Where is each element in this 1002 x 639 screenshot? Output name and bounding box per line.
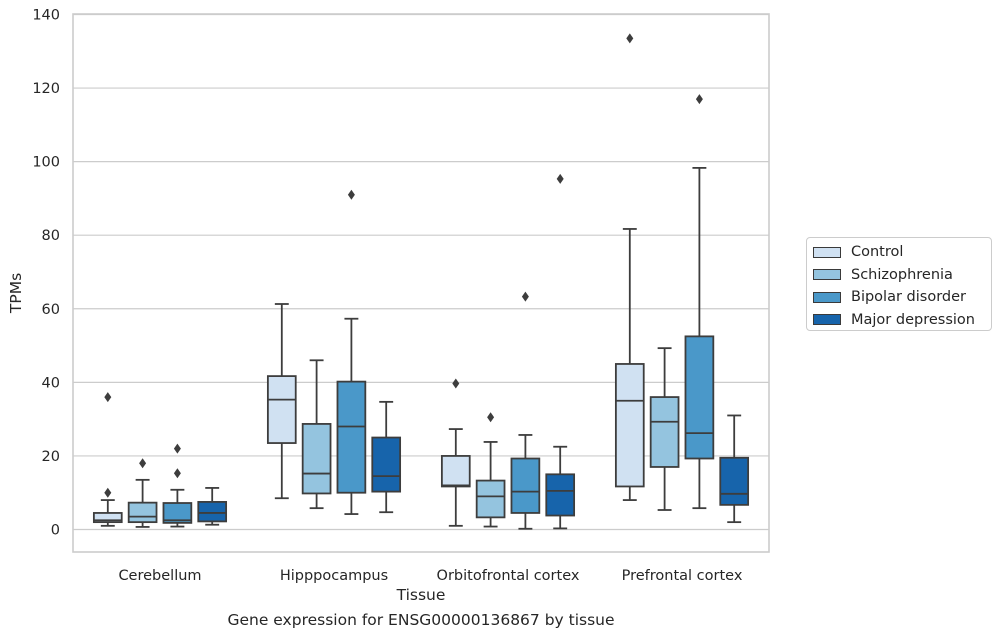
y-tick-label: 120 bbox=[32, 81, 60, 97]
legend-item-bipolar-disorder: Bipolar disorder bbox=[813, 286, 991, 309]
box-iqr bbox=[301, 423, 332, 495]
outlier-point bbox=[104, 392, 112, 403]
box-schizophrenia bbox=[649, 347, 680, 511]
y-tick-label: 40 bbox=[42, 375, 60, 391]
box-iqr bbox=[440, 455, 471, 488]
box-iqr bbox=[649, 396, 680, 468]
box-iqr bbox=[684, 335, 715, 460]
outlier-point bbox=[452, 378, 460, 389]
box-schizophrenia bbox=[127, 458, 158, 528]
box-bipolar-disorder bbox=[162, 443, 193, 528]
box-iqr bbox=[475, 479, 506, 519]
box-iqr bbox=[127, 501, 158, 524]
box-bipolar-disorder bbox=[510, 291, 541, 530]
y-tick-label: 100 bbox=[32, 155, 60, 171]
box-schizophrenia bbox=[475, 412, 506, 528]
y-tick-label: 140 bbox=[32, 7, 60, 23]
x-tick-labels: Cerebellum Hipppocampus Orbitofrontal cort… bbox=[118, 568, 742, 584]
legend-swatch-schizophrenia bbox=[813, 269, 841, 281]
box-iqr bbox=[162, 502, 193, 524]
x-tick-label: Cerebellum bbox=[118, 568, 201, 584]
boxes bbox=[92, 33, 750, 530]
outlier-point bbox=[347, 189, 355, 200]
outlier-point bbox=[626, 33, 634, 44]
box-bipolar-disorder bbox=[336, 189, 367, 515]
chart-caption: Gene expression for ENSG00000136867 by t… bbox=[227, 611, 615, 629]
legend-item-schizophrenia: Schizophrenia bbox=[813, 264, 991, 287]
box-schizophrenia bbox=[301, 359, 332, 510]
box-control bbox=[614, 33, 645, 501]
outlier-point bbox=[487, 412, 495, 423]
legend-swatch-control bbox=[813, 246, 841, 258]
legend-label: Major depression bbox=[851, 311, 975, 328]
outlier-point bbox=[104, 487, 112, 498]
x-tick-label: Hipppocampus bbox=[280, 568, 388, 584]
outlier-point bbox=[173, 443, 181, 454]
outlier-point bbox=[695, 94, 703, 105]
box-control bbox=[266, 303, 297, 500]
y-tick-label: 80 bbox=[42, 228, 60, 244]
y-tick-label: 60 bbox=[42, 302, 60, 318]
box-major-depression bbox=[197, 487, 228, 526]
box-iqr bbox=[510, 457, 541, 514]
box-iqr bbox=[92, 512, 123, 524]
box-control bbox=[92, 392, 123, 527]
outlier-point bbox=[139, 458, 147, 469]
y-tick-labels: 0 20 40 60 80 100 120 140 bbox=[32, 7, 60, 538]
legend-label: Bipolar disorder bbox=[851, 289, 966, 305]
box-iqr bbox=[371, 436, 402, 493]
y-tick-label: 20 bbox=[42, 449, 60, 465]
y-axis-label: TPMs bbox=[7, 273, 25, 314]
box-bipolar-disorder bbox=[684, 94, 715, 510]
outlier-point bbox=[556, 173, 564, 184]
legend-item-major-depression: Major depression bbox=[813, 309, 991, 332]
legend-label: Schizophrenia bbox=[851, 266, 953, 283]
box-iqr bbox=[266, 375, 297, 444]
box-iqr bbox=[614, 363, 645, 488]
box-iqr bbox=[719, 456, 750, 506]
outlier-point bbox=[173, 468, 181, 479]
legend-label: Control bbox=[851, 244, 904, 260]
legend-item-control: Control bbox=[813, 241, 991, 264]
x-tick-label: Orbitofrontal cortex bbox=[437, 568, 580, 584]
box-major-depression bbox=[719, 414, 750, 524]
box-major-depression bbox=[545, 173, 576, 530]
grid-lines bbox=[73, 13, 769, 531]
box-iqr bbox=[336, 380, 367, 494]
legend-swatch-bipolar-disorder bbox=[813, 291, 841, 303]
box-iqr bbox=[197, 501, 228, 523]
legend-swatch-major-depression bbox=[813, 314, 841, 326]
box-iqr bbox=[545, 473, 576, 517]
y-tick-label: 0 bbox=[51, 523, 60, 539]
x-tick-label: Prefrontal cortex bbox=[622, 568, 743, 584]
legend: Control Schizophrenia Bipolar disorder M… bbox=[806, 237, 992, 331]
plot-frame bbox=[72, 13, 770, 553]
box-control bbox=[440, 378, 471, 527]
outlier-point bbox=[521, 291, 529, 302]
box-major-depression bbox=[371, 400, 402, 514]
x-axis-label: Tissue bbox=[396, 586, 446, 604]
